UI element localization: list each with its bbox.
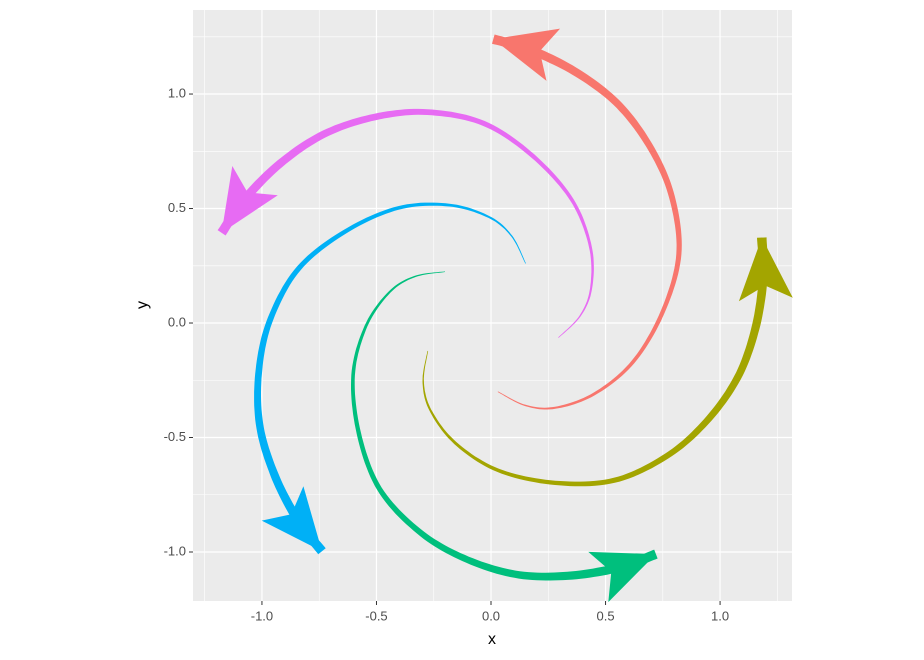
y-tick-label: -1.0 [164, 543, 186, 558]
x-axis-title: x [488, 631, 496, 648]
y-tick-label: 0.0 [168, 314, 186, 329]
x-tick-label: 1.0 [711, 608, 729, 623]
y-tick-label: -0.5 [164, 429, 186, 444]
arrow-head [261, 486, 322, 552]
x-tick-label: 0.5 [597, 608, 615, 623]
y-axis-title: y [134, 301, 151, 309]
y-tick-label: 1.0 [168, 85, 186, 100]
axes: -1.0 -0.5 0.0 0.5 1.0 -1.0 -0.5 0.0 0.5 1.0 [164, 85, 730, 623]
grid [193, 10, 792, 601]
x-tick-label: -1.0 [251, 608, 273, 623]
y-tick-label: 0.5 [168, 200, 186, 215]
arrow-head [588, 551, 656, 603]
arrow-head [221, 166, 278, 233]
x-tick-label: -0.5 [365, 608, 387, 623]
x-tick-label: 0.0 [482, 608, 500, 623]
marks [217, 28, 793, 603]
arrow-head [738, 237, 793, 302]
arrow-head [493, 28, 561, 81]
panel-background [193, 10, 792, 601]
spiral-line [351, 271, 658, 581]
spiral-line [492, 34, 682, 410]
